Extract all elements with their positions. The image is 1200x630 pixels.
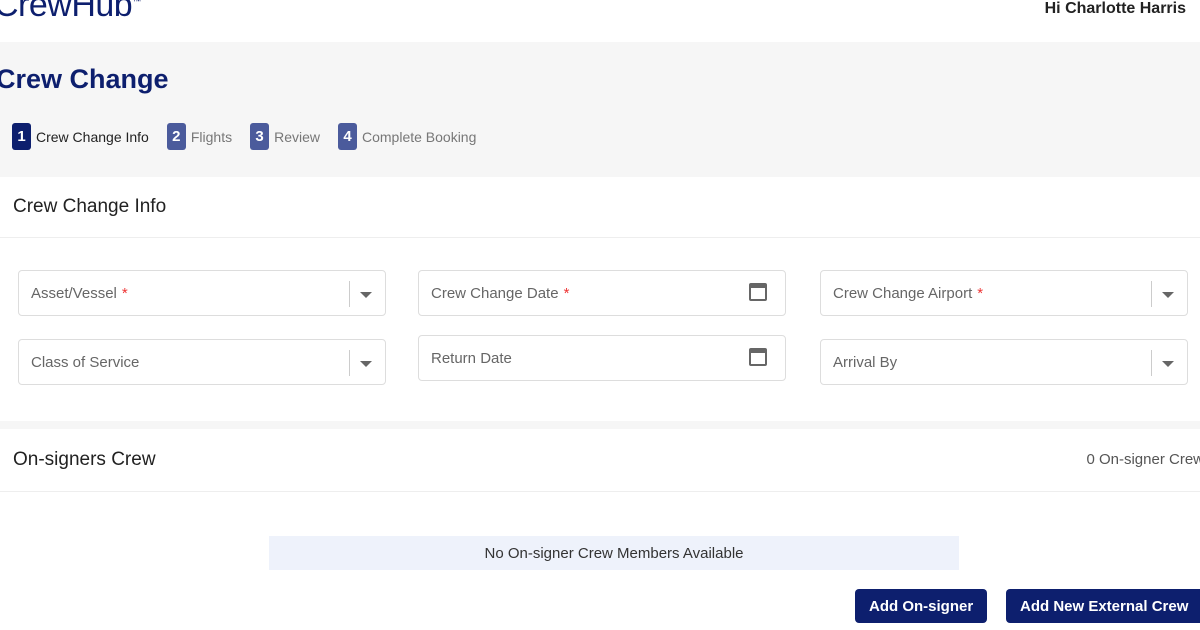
section-title-onsigners: On-signers Crew bbox=[13, 449, 156, 470]
trademark: ™ bbox=[132, 0, 141, 6]
chevron-down-icon[interactable] bbox=[1151, 281, 1187, 307]
crew-change-date-input[interactable]: Crew Change Date * bbox=[418, 270, 786, 316]
class-of-service-select[interactable]: Class of Service bbox=[18, 339, 386, 385]
divider bbox=[0, 491, 1200, 492]
return-date-input[interactable]: Return Date bbox=[418, 335, 786, 381]
arrival-by-select[interactable]: Arrival By bbox=[820, 339, 1188, 385]
chevron-down-icon[interactable] bbox=[1151, 350, 1187, 376]
add-external-crew-button[interactable]: Add New External Crew bbox=[1006, 589, 1200, 623]
add-onsigner-button[interactable]: Add On-signer bbox=[855, 589, 988, 623]
page-header-band bbox=[0, 42, 1200, 177]
crew-change-airport-select[interactable]: Crew Change Airport * bbox=[820, 270, 1188, 316]
divider bbox=[0, 237, 1200, 238]
calendar-icon[interactable] bbox=[749, 283, 767, 301]
calendar-icon[interactable] bbox=[749, 348, 767, 366]
chevron-down-icon[interactable] bbox=[349, 281, 385, 307]
step-complete-booking[interactable]: 4 Complete Booking bbox=[337, 123, 476, 150]
step-review[interactable]: 3 Review bbox=[250, 123, 320, 150]
chevron-down-icon[interactable] bbox=[349, 350, 385, 376]
step-crew-change-info[interactable]: 1 Crew Change Info bbox=[12, 123, 149, 150]
section-title-info: Crew Change Info bbox=[13, 196, 167, 217]
section-gap bbox=[0, 421, 1200, 429]
step-flights[interactable]: 2 Flights bbox=[166, 123, 232, 150]
user-greeting[interactable]: Hi Charlotte Harris bbox=[1044, 0, 1186, 17]
empty-state-message: No On-signer Crew Members Available bbox=[269, 536, 959, 570]
logo[interactable]: CrewHub™ bbox=[0, 0, 141, 25]
onsigner-count: 0 On-signer Crew bbox=[1086, 451, 1200, 468]
asset-vessel-select[interactable]: Asset/Vessel * bbox=[18, 270, 386, 316]
stepper: 1 Crew Change Info 2 Flights 3 Review 4 Comp… bbox=[12, 123, 476, 150]
page-title: Crew Change bbox=[0, 64, 169, 94]
